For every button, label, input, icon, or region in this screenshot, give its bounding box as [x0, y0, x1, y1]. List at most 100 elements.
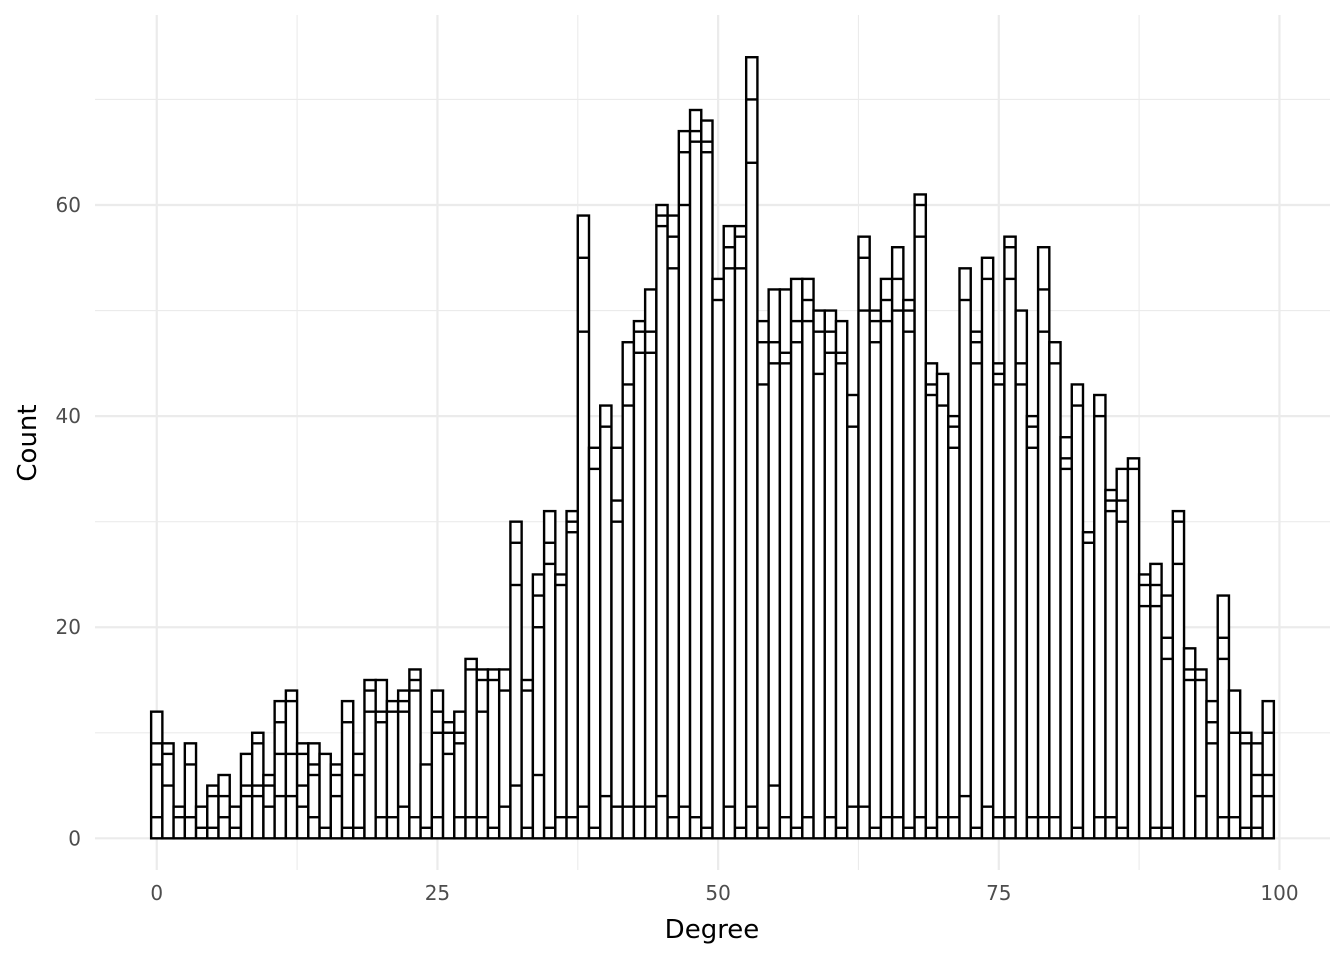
histogram-bar [284, 689, 299, 840]
histogram-bar [958, 267, 972, 840]
histogram-bar [1250, 742, 1264, 840]
histogram-bar [610, 446, 624, 840]
histogram-bar [363, 678, 377, 840]
histogram-bar [688, 108, 703, 840]
histogram-bar [1036, 246, 1051, 840]
y-axis-tick-labels: 0 20 40 60 [56, 193, 81, 850]
histogram-bar [464, 657, 478, 840]
x-tick-label: 100 [1260, 881, 1298, 905]
histogram-bar [913, 193, 928, 840]
histogram-bar [834, 319, 849, 840]
histogram-bar [879, 277, 894, 840]
histogram-bar [1070, 383, 1085, 840]
histogram-bar [947, 414, 961, 840]
histogram-bar [1003, 235, 1017, 840]
histogram-bar [902, 298, 916, 840]
x-tick-label: 25 [425, 881, 450, 905]
histogram-bar [1137, 573, 1152, 840]
histogram-bar [307, 742, 321, 840]
histogram-bar [621, 341, 636, 840]
x-tick-label: 50 [705, 881, 730, 905]
histogram-bar [846, 393, 860, 840]
y-tick-label: 40 [56, 404, 81, 428]
histogram-bar [1194, 668, 1208, 840]
histogram-bar [531, 573, 546, 840]
histogram-bar [677, 129, 692, 840]
histogram-bar [318, 752, 332, 840]
histogram-bar [632, 319, 647, 840]
histogram-bar [812, 309, 826, 840]
histogram-bar [868, 309, 883, 840]
histogram-bar [969, 330, 984, 840]
histogram-bar [935, 372, 950, 840]
y-axis-title: Count [13, 404, 43, 481]
x-axis-tick-labels: 0 25 50 75 100 [150, 881, 1298, 905]
histogram-bar [149, 710, 164, 840]
histogram-bar [666, 214, 681, 840]
histogram-bars [149, 56, 1276, 840]
histogram-bar [655, 203, 669, 840]
histogram-bar [374, 678, 389, 840]
histogram-bar [1160, 594, 1175, 840]
histogram-bar [554, 573, 568, 840]
histogram-bar [789, 277, 804, 840]
histogram-bar [183, 742, 198, 840]
histogram-bar [711, 277, 725, 840]
histogram-bar [991, 362, 1006, 840]
histogram-bar [441, 721, 456, 840]
histogram-bar [453, 710, 467, 840]
x-tick-label: 0 [150, 881, 163, 905]
histogram-bar [565, 509, 579, 840]
histogram-bar [1115, 467, 1130, 840]
histogram-bar [576, 214, 591, 840]
histogram-bar [643, 288, 658, 840]
y-tick-label: 60 [56, 193, 81, 217]
histogram-bar [1126, 457, 1141, 840]
histogram-bar [486, 668, 501, 840]
histogram-bar [542, 509, 557, 840]
histogram-bar [1093, 393, 1107, 840]
histogram-bar [1171, 509, 1186, 840]
histogram-bar [599, 404, 613, 840]
histogram-bar [980, 256, 995, 840]
histogram-bar [890, 246, 905, 840]
histogram-bar [475, 668, 490, 840]
histogram-bar [194, 805, 209, 840]
histogram-bar [408, 668, 422, 840]
histogram-bar [161, 742, 175, 840]
histogram-bar [1238, 731, 1253, 840]
histogram-bar [857, 235, 871, 840]
histogram-bar [1216, 594, 1231, 840]
y-tick-label: 0 [68, 826, 81, 850]
histogram-bar [1104, 488, 1118, 840]
histogram-bar [801, 277, 815, 840]
histogram-bar [778, 288, 793, 840]
histogram-bar [217, 773, 231, 840]
histogram-bar [352, 752, 366, 840]
histogram-bar [700, 119, 714, 840]
histogram-bar [767, 288, 782, 840]
histogram-bar [228, 805, 243, 840]
histogram-bar [756, 319, 770, 840]
histogram-bar [1059, 436, 1073, 840]
x-axis-title: Degree [665, 915, 760, 945]
histogram-bar [924, 362, 939, 840]
histogram-bar [722, 224, 737, 840]
histogram-bar [1182, 647, 1197, 840]
histogram-bar [1014, 309, 1029, 840]
x-tick-label: 75 [986, 881, 1011, 905]
histogram-bar [497, 668, 512, 840]
histogram-bar [1261, 699, 1276, 840]
histogram-bar [172, 805, 187, 840]
histogram-bar [587, 446, 602, 840]
histogram-bar [1081, 531, 1096, 840]
histogram-bar [733, 224, 748, 840]
histogram-bar [509, 520, 523, 840]
histogram-bar [1048, 341, 1062, 840]
histogram-bar [206, 784, 220, 840]
histogram-bar [520, 678, 535, 840]
histogram-bar [295, 742, 310, 840]
histogram-bar [1025, 414, 1040, 840]
histogram-bar [744, 56, 759, 840]
